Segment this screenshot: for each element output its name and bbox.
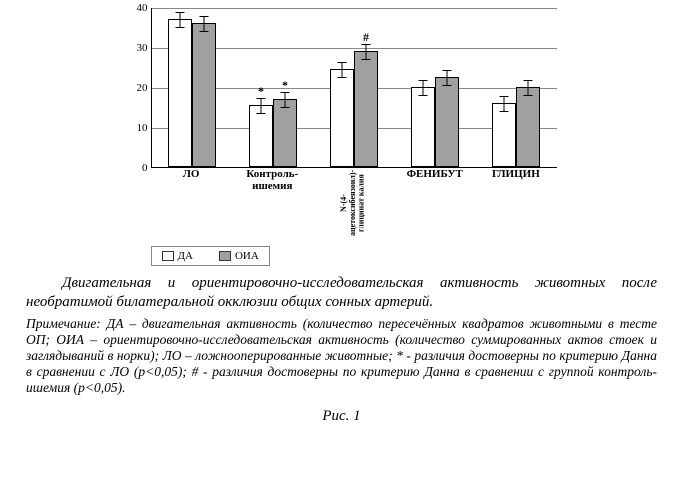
legend-label: ДА: [178, 250, 193, 262]
bar-da: [411, 87, 435, 167]
legend-item: ОИА: [219, 250, 259, 262]
legend-swatch: [219, 251, 231, 261]
y-tick-label: 0: [128, 162, 148, 174]
chart-x-labels: ЛОКонтроль- ишемия N-(4-ацетоксибензоил)-…: [151, 168, 557, 238]
bars-row: **#: [152, 8, 557, 167]
figure-caption: Двигательная и ориентировочно-исследоват…: [26, 274, 657, 312]
x-tick-label: N-(4-ацетоксибензоил)- глицинат калия: [340, 168, 366, 238]
y-tick-label: 30: [128, 42, 148, 54]
bar-oia: [192, 23, 216, 167]
error-bar: [504, 96, 505, 112]
y-tick-label: 20: [128, 82, 148, 94]
bar-da: *: [249, 105, 273, 167]
x-tick-label: Контроль- ишемия: [232, 168, 312, 238]
x-tick-label: ФЕНИБУТ: [395, 168, 475, 238]
significance-marker: *: [282, 78, 288, 93]
significance-marker: #: [363, 30, 369, 45]
bar-oia: [516, 87, 540, 167]
x-tick-label: ГЛИЦИН: [476, 168, 556, 238]
bar-group: **: [249, 99, 297, 167]
chart-container: 010203040**# ЛОКонтроль- ишемияN-(4-ацет…: [127, 8, 557, 266]
bar-group: [168, 19, 216, 167]
bar-group: #: [330, 51, 378, 167]
significance-marker: *: [258, 84, 264, 99]
legend-item: ДА: [162, 250, 193, 262]
error-bar: [366, 44, 367, 60]
error-bar: [204, 16, 205, 32]
figure-note: Примечание: ДА – двигательная активность…: [26, 316, 657, 397]
bar-group: [492, 87, 540, 167]
bar-oia: *: [273, 99, 297, 167]
bar-da: [330, 69, 354, 167]
legend-label: ОИА: [235, 250, 259, 262]
error-bar: [180, 12, 181, 28]
x-tick-label: ЛО: [151, 168, 231, 238]
bar-oia: #: [354, 51, 378, 167]
error-bar: [285, 92, 286, 108]
bar-da: [168, 19, 192, 167]
chart-plot-area: 010203040**#: [151, 8, 557, 168]
error-bar: [342, 62, 343, 78]
bar-group: [411, 77, 459, 167]
legend-swatch: [162, 251, 174, 261]
error-bar: [447, 70, 448, 86]
error-bar: [423, 80, 424, 96]
y-tick-label: 40: [128, 2, 148, 14]
error-bar: [528, 80, 529, 96]
error-bar: [261, 98, 262, 114]
bar-da: [492, 103, 516, 167]
figure-label: Рис. 1: [26, 408, 657, 425]
bar-oia: [435, 77, 459, 167]
y-tick-label: 10: [128, 122, 148, 134]
chart-legend: ДА ОИА: [151, 246, 270, 266]
